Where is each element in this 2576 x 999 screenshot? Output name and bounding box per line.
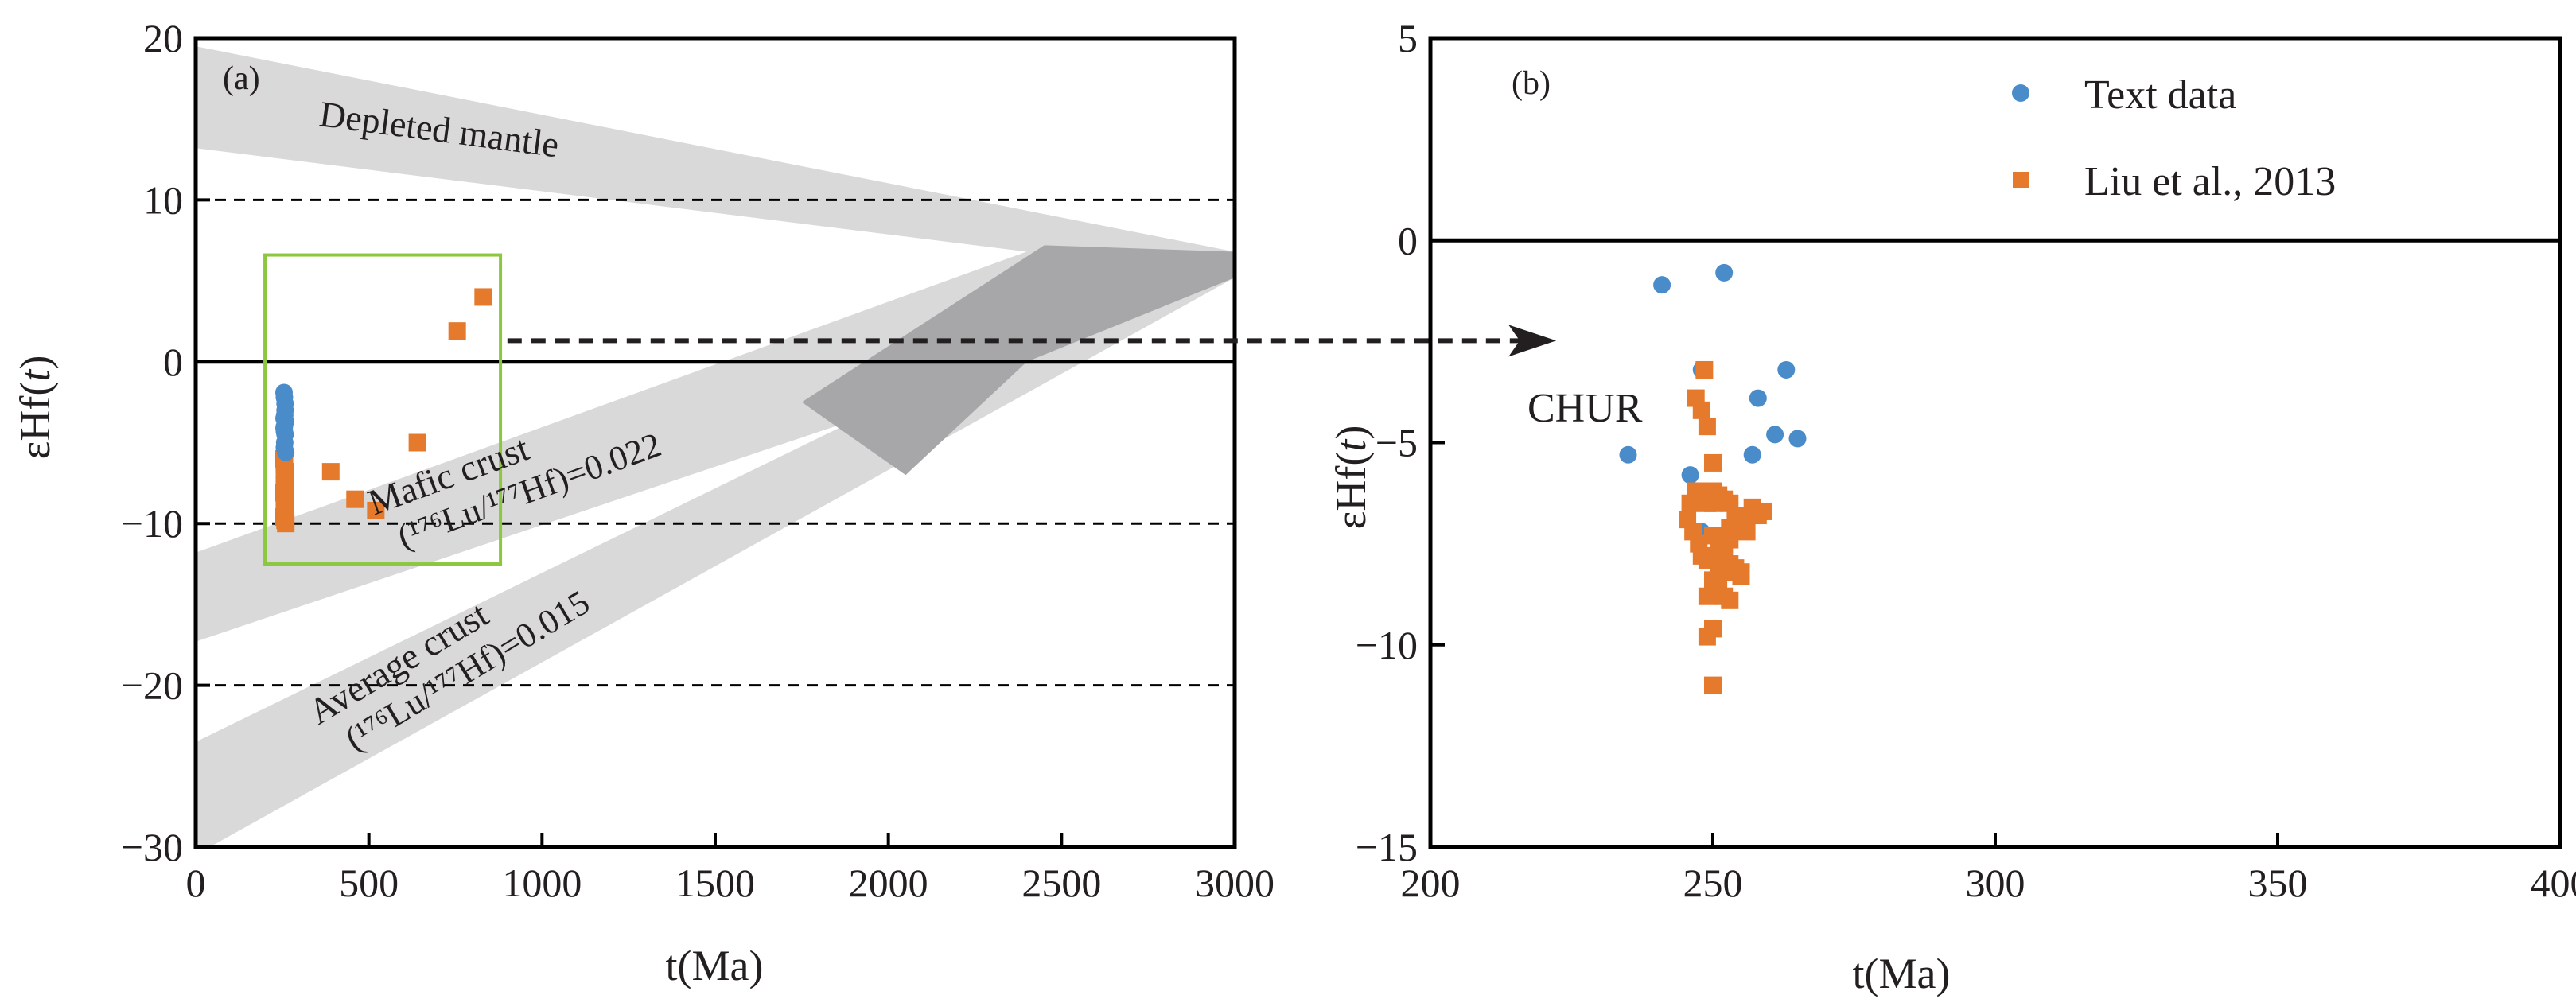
point-liu-et-al-2013 bbox=[1721, 519, 1739, 537]
point-liu-et-al-2013 bbox=[1710, 486, 1728, 504]
point-liu-et-al-2013 bbox=[408, 433, 426, 452]
x-axis-title-b: t(Ma) bbox=[1853, 950, 1951, 997]
point-text-data bbox=[1749, 389, 1767, 407]
y-axis-title-b-var: t bbox=[1327, 438, 1375, 452]
y-axis-title-a-prefix: εHf( bbox=[11, 382, 59, 460]
legend: Text data Liu et al., 2013 bbox=[2012, 72, 2336, 204]
ticks-a: 0 500 1000 1500 2000 2500 3000 −30 −20 −10 0 10 20 bbox=[121, 16, 1274, 905]
x-tick-label: 1500 bbox=[675, 861, 755, 905]
reference-lines-a bbox=[196, 198, 1235, 687]
panel-label-b: (b) bbox=[1512, 65, 1551, 102]
point-liu-et-al-2013 bbox=[367, 501, 385, 519]
point-liu-et-al-2013 bbox=[1695, 360, 1714, 379]
y-tick-label: −5 bbox=[1376, 421, 1418, 465]
y-axis-title-a-suffix: ) bbox=[11, 356, 59, 370]
point-text-data bbox=[277, 443, 295, 461]
point-liu-et-al-2013 bbox=[1692, 401, 1710, 419]
point-liu-et-al-2013 bbox=[1754, 502, 1772, 520]
y-axis-title-a: εHf(t) bbox=[11, 356, 59, 460]
y-tick-label: −10 bbox=[121, 501, 183, 546]
point-liu-et-al-2013 bbox=[275, 466, 294, 484]
plot-frame-b bbox=[1428, 36, 2562, 849]
point-liu-et-al-2013 bbox=[1704, 453, 1722, 472]
x-tick-label: 500 bbox=[339, 861, 399, 905]
point-text-data bbox=[1743, 445, 1761, 464]
y-tick-label: 10 bbox=[143, 177, 183, 222]
x-tick-label: 0 bbox=[186, 861, 206, 905]
y-tick-label: −15 bbox=[1356, 825, 1418, 869]
point-text-data bbox=[275, 409, 294, 427]
points-layer-a bbox=[275, 288, 492, 533]
y-tick-label: 5 bbox=[1398, 16, 1418, 60]
legend-marker-liu-2013 bbox=[2013, 172, 2029, 188]
y-tick-label: −30 bbox=[121, 825, 183, 869]
y-axis-title-b-suffix: ) bbox=[1327, 426, 1375, 440]
x-tick-label: 300 bbox=[1966, 861, 2025, 905]
point-text-data bbox=[1681, 466, 1699, 484]
point-liu-et-al-2013 bbox=[1737, 523, 1756, 541]
y-tick-label: 20 bbox=[143, 16, 183, 60]
panel-label-a: (a) bbox=[223, 60, 260, 97]
points-layer-b bbox=[1619, 263, 1807, 694]
point-liu-et-al-2013 bbox=[1732, 563, 1750, 581]
x-tick-label: 2500 bbox=[1021, 861, 1101, 905]
point-text-data bbox=[1777, 360, 1796, 379]
panel-a: 0 500 1000 1500 2000 2500 3000 −30 −20 −10 0 10 20 (… bbox=[11, 16, 1274, 989]
y-axis-title-b-prefix: εHf( bbox=[1327, 452, 1375, 530]
point-liu-et-al-2013 bbox=[1704, 620, 1722, 638]
ticks-b: 200 250 300 350 400 −15 −10 −5 0 5 bbox=[1356, 16, 2576, 905]
x-tick-label: 400 bbox=[2531, 861, 2576, 905]
x-tick-label: 2000 bbox=[849, 861, 928, 905]
x-tick-label: 350 bbox=[2248, 861, 2308, 905]
band-depleted-mantle bbox=[196, 46, 1235, 278]
point-text-data bbox=[1715, 263, 1734, 282]
point-liu-et-al-2013 bbox=[1698, 587, 1716, 605]
point-liu-et-al-2013 bbox=[474, 288, 492, 306]
legend-marker-text-data bbox=[2012, 84, 2029, 102]
x-tick-label: 200 bbox=[1401, 861, 1461, 905]
legend-label-liu-2013: Liu et al., 2013 bbox=[2084, 159, 2336, 204]
x-tick-label: 3000 bbox=[1195, 861, 1274, 905]
legend-label-text-data: Text data bbox=[2084, 72, 2236, 118]
chur-annotation: CHUR bbox=[1527, 386, 1643, 431]
point-liu-et-al-2013 bbox=[1681, 494, 1699, 512]
point-liu-et-al-2013 bbox=[277, 515, 295, 533]
point-liu-et-al-2013 bbox=[321, 463, 340, 481]
highlight-box bbox=[263, 253, 503, 566]
point-liu-et-al-2013 bbox=[448, 322, 466, 340]
x-tick-label: 250 bbox=[1683, 861, 1743, 905]
point-liu-et-al-2013 bbox=[1715, 542, 1734, 561]
y-tick-label: 0 bbox=[163, 340, 183, 384]
point-text-data bbox=[275, 422, 294, 441]
point-liu-et-al-2013 bbox=[1721, 591, 1739, 609]
y-tick-label: −10 bbox=[1356, 623, 1418, 667]
point-text-data bbox=[1653, 276, 1671, 294]
point-liu-et-al-2013 bbox=[1704, 676, 1722, 694]
point-text-data bbox=[1619, 445, 1637, 464]
y-axis-title-b: εHf(t) bbox=[1327, 426, 1375, 530]
point-text-data bbox=[1788, 430, 1807, 448]
point-liu-et-al-2013 bbox=[346, 490, 364, 508]
y-tick-label: 0 bbox=[1398, 218, 1418, 262]
point-text-data bbox=[276, 395, 294, 413]
panel-b: 200 250 300 350 400 −15 −10 −5 0 5 (b) CHUR Text … bbox=[1327, 16, 2576, 997]
point-liu-et-al-2013 bbox=[1698, 418, 1716, 436]
y-axis-title-a-var: t bbox=[11, 368, 59, 382]
point-liu-et-al-2013 bbox=[1710, 563, 1728, 581]
point-text-data bbox=[1766, 426, 1784, 444]
x-tick-label: 1000 bbox=[502, 861, 582, 905]
y-tick-label: −20 bbox=[121, 663, 183, 708]
x-axis-title-a: t(Ma) bbox=[666, 942, 764, 989]
